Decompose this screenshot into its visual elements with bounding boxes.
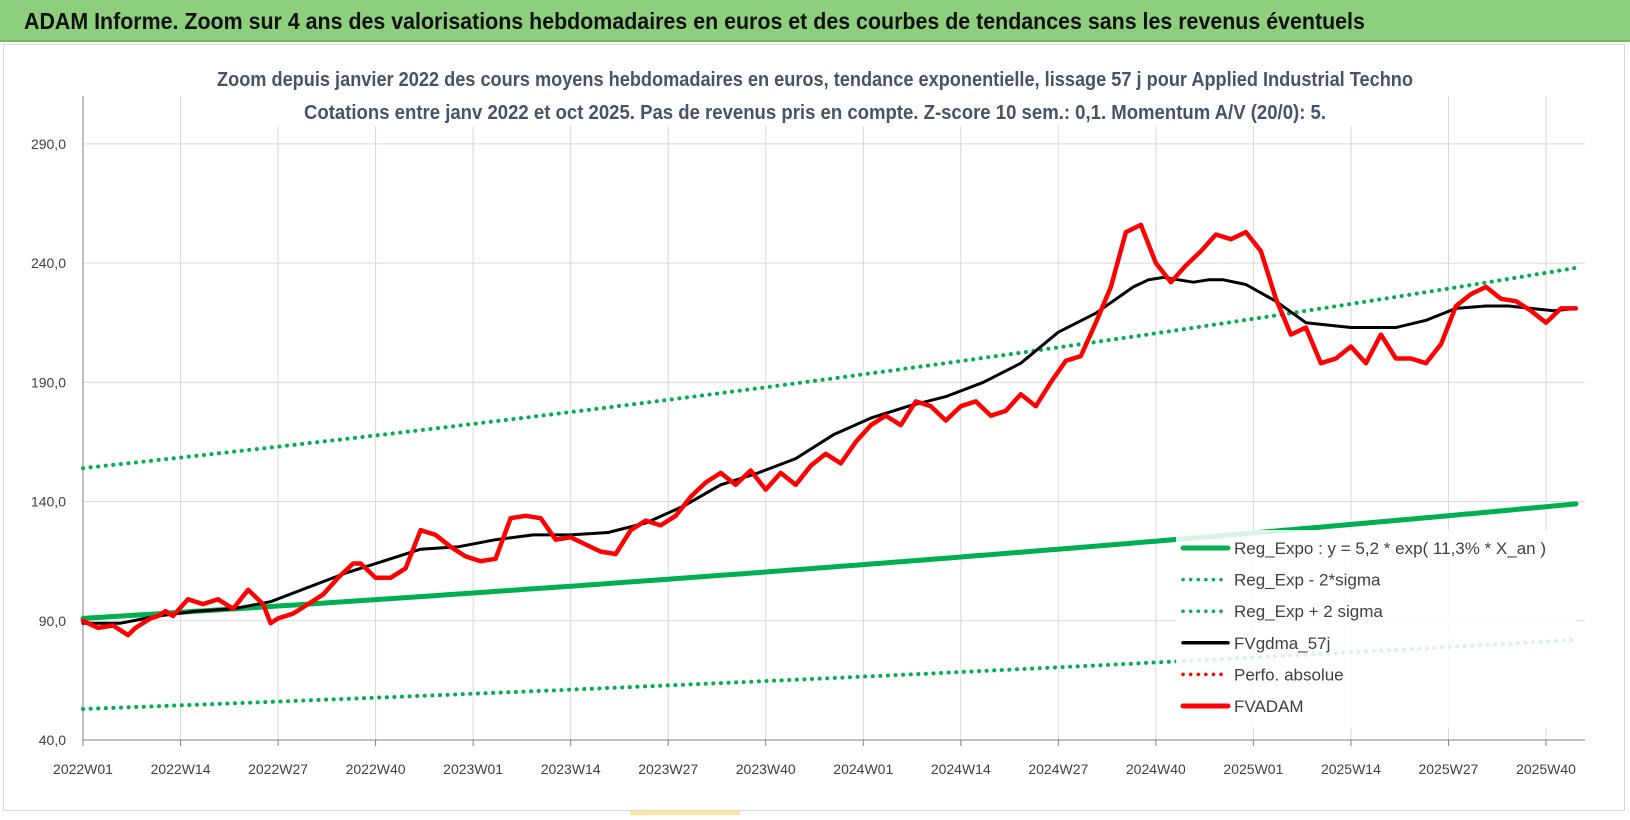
series-fvadam-line	[80, 222, 1579, 638]
series-reg-exp-2-sigma-line	[81, 265, 1578, 471]
title-backdrop	[208, 60, 1422, 126]
x-tick-label: 2025W40	[1516, 761, 1576, 777]
y-tick-label: 290,0	[31, 136, 66, 152]
x-tick-label: 2024W27	[1028, 761, 1088, 777]
chart-subtitle: Cotations entre janv 2022 et oct 2025. P…	[304, 102, 1326, 124]
series-reg-expo-y-5-2-exp-11-3-x-an-line	[80, 501, 1579, 621]
x-tick-label: 2022W40	[346, 761, 406, 777]
sheet-tab-mark	[630, 811, 740, 815]
legend-label: FVgdma_57j	[1234, 634, 1330, 653]
y-tick-label: 90,0	[39, 613, 66, 629]
report-banner-title: ADAM Informe. Zoom sur 4 ans des valoris…	[24, 8, 1365, 34]
legend-label: Perfo. absolue	[1234, 665, 1344, 684]
x-tick-label: 2022W14	[151, 761, 211, 777]
x-tick-label: 2025W27	[1418, 761, 1478, 777]
legend-label: Reg_Exp + 2 sigma	[1234, 602, 1383, 621]
chart-frame	[3, 44, 1625, 811]
report-banner: ADAM Informe. Zoom sur 4 ans des valoris…	[0, 0, 1630, 42]
x-tick-label: 2024W01	[833, 761, 893, 777]
x-tick-label: 2024W14	[931, 761, 991, 777]
legend-label: FVADAM	[1234, 697, 1304, 716]
legend-label: Reg_Exp - 2*sigma	[1234, 571, 1381, 590]
x-tick-label: 2023W27	[638, 761, 698, 777]
x-tick-label: 2024W40	[1126, 761, 1186, 777]
x-tick-label: 2023W40	[736, 761, 796, 777]
x-tick-label: 2022W01	[53, 761, 113, 777]
y-tick-label: 240,0	[31, 255, 66, 271]
chart-legend: Reg_Expo : y = 5,2 * exp( 11,3% * X_an )…	[1176, 530, 1576, 728]
x-tick-label: 2025W01	[1223, 761, 1283, 777]
x-tick-label: 2025W14	[1321, 761, 1381, 777]
series-fvgdma-57j-line	[81, 275, 1578, 625]
y-tick-label: 190,0	[31, 374, 66, 390]
chart-title: Zoom depuis janvier 2022 des cours moyen…	[217, 69, 1413, 91]
x-tick-label: 2022W27	[248, 761, 308, 777]
x-tick-label: 2023W14	[541, 761, 601, 777]
x-tick-label: 2023W01	[443, 761, 503, 777]
y-tick-label: 40,0	[39, 732, 66, 748]
y-tick-label: 140,0	[31, 494, 66, 510]
legend-background	[1176, 530, 1576, 728]
chart-axes: 40,0 90,0 140,0 190,0 240,0 290,0 2022W01 2022W…	[31, 96, 1585, 777]
legend-label: Reg_Expo : y = 5,2 * exp( 11,3% * X_an )	[1234, 539, 1546, 558]
